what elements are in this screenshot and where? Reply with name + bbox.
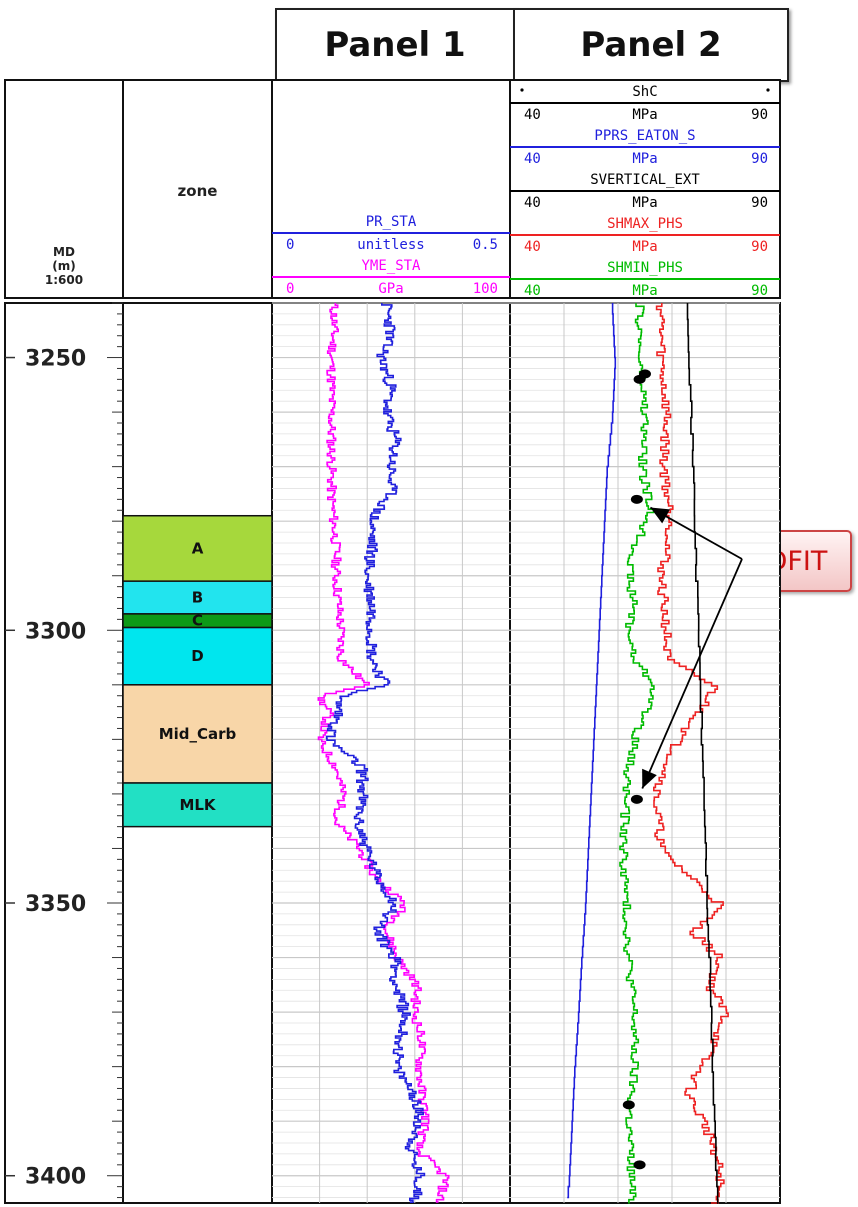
p2-track-header-unit: MPa <box>632 195 657 211</box>
zone-label: A <box>192 539 204 557</box>
dfit-point <box>622 1100 635 1110</box>
grid-lines <box>272 302 780 1203</box>
p2-track-header-unit: MPa <box>632 107 657 123</box>
zone-label: MLK <box>179 796 216 814</box>
series-shmin-phs <box>619 303 655 1204</box>
dfit-point <box>630 794 643 804</box>
p1-track-header-min: 0 <box>286 281 294 297</box>
dfit-point <box>633 1160 646 1170</box>
p2-track-header-max: 90 <box>751 239 768 255</box>
zone-block <box>122 782 273 828</box>
dfit-arrow-lower-line <box>641 558 743 789</box>
series-shmax-phs <box>653 303 729 1204</box>
md-tick-label: 3350 <box>25 892 86 917</box>
md-tick-label: 3250 <box>25 347 86 372</box>
series-svertical-ext <box>686 303 719 1204</box>
shc-marker-right <box>766 88 770 92</box>
p2-track-header-max: 90 <box>751 151 768 167</box>
p1-track-header-unit: GPa <box>378 281 403 297</box>
series-pr-sta <box>325 303 426 1203</box>
md-header-label: 1:600 <box>45 273 83 287</box>
p1-track-header-unit: unitless <box>357 237 424 253</box>
series-yme-sta <box>317 303 450 1203</box>
p2-track-header-name: SHMAX_PHS <box>607 216 683 232</box>
zone-label: B <box>192 589 203 607</box>
p2-track-header-min: 40 <box>524 239 541 255</box>
zone-label: Mid_Carb <box>159 725 237 743</box>
p1-track-header-name: PR_STA <box>366 214 417 230</box>
dfit-arrow-lower-head <box>642 768 657 789</box>
md-header-label: MD <box>53 245 75 259</box>
p1-track-header-max: 100 <box>473 281 498 297</box>
md-tick-label: 3400 <box>25 1165 86 1190</box>
p2-track-header-min: 40 <box>524 151 541 167</box>
p2-track-header-min: 40 <box>524 107 541 123</box>
zone-block <box>122 514 273 582</box>
dfit-point <box>633 374 646 384</box>
p2-track-header-unit: MPa <box>632 239 657 255</box>
p2-track-header-max: 90 <box>751 107 768 123</box>
dfit-arrow-upper-head <box>650 507 671 524</box>
header-frame <box>4 79 781 299</box>
zone-label: C <box>192 612 203 630</box>
p2-track-header-unit: MPa <box>632 283 657 299</box>
p2-track-header-max: 90 <box>751 283 768 299</box>
p2-track-header-name: ShC <box>632 84 657 100</box>
p2-track-header-min: 40 <box>524 195 541 211</box>
md-tick-label: 3300 <box>25 619 86 644</box>
p2-track-header-name: SVERTICAL_EXT <box>590 172 700 188</box>
p1-track-header-max: 0.5 <box>473 237 498 253</box>
panel-1-title: Panel 1 <box>275 8 515 82</box>
series-pprs-eaton-s <box>567 303 617 1199</box>
md-header-label: (m) <box>52 259 75 273</box>
p1-track-header-name: YME_STA <box>361 258 421 274</box>
p2-track-header-max: 90 <box>751 195 768 211</box>
zone-block <box>122 684 273 784</box>
zone-block <box>122 626 273 686</box>
zone-header-label: zone <box>178 182 218 200</box>
p2-track-header-name: PPRS_EATON_S <box>594 128 695 144</box>
p1-track-header-min: 0 <box>286 237 294 253</box>
dfit-point <box>630 494 643 504</box>
shc-marker-left <box>520 88 524 92</box>
zone-label: D <box>191 647 203 665</box>
p2-track-header-unit: MPa <box>632 151 657 167</box>
p2-track-header-min: 40 <box>524 283 541 299</box>
p2-track-header-name: SHMIN_PHS <box>607 260 683 276</box>
